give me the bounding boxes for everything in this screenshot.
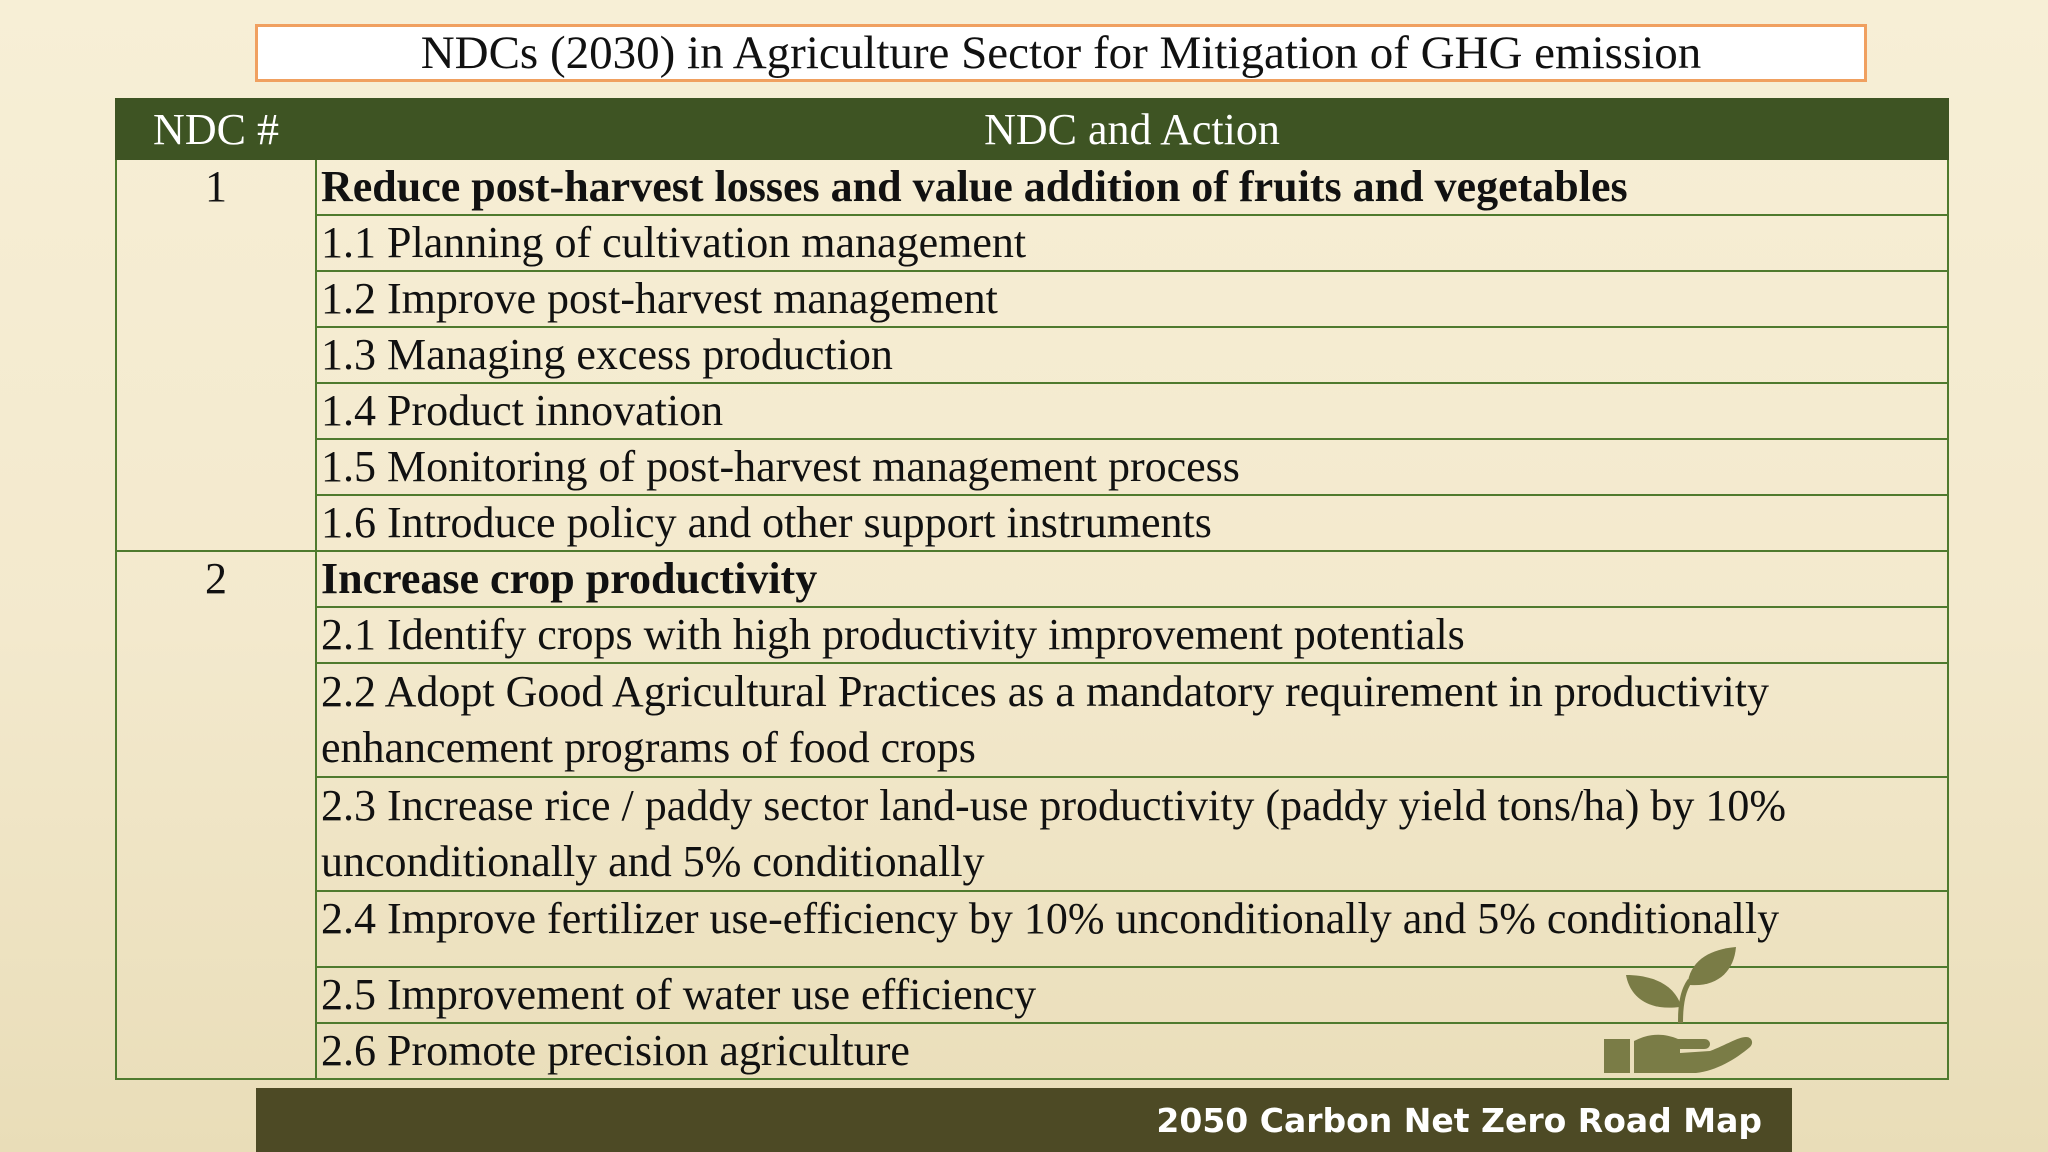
table-row: 1.2 Improve post-harvest management (116, 270, 1949, 328)
footer-label: 2050 Carbon Net Zero Road Map (1156, 1100, 1762, 1140)
table-row: 2.3 Increase rice / paddy sector land-us… (116, 776, 1949, 892)
ndc-heading-1: Reduce post-harvest losses and value add… (315, 158, 1949, 216)
table-row: 1.1 Planning of cultivation management (116, 214, 1949, 272)
action-2-3: 2.3 Increase rice / paddy sector land-us… (315, 776, 1949, 892)
table-row: 1.4 Product innovation (116, 382, 1949, 440)
ndc-number-2: 2 (115, 550, 317, 1080)
table-row: 2.1 Identify crops with high productivit… (116, 606, 1949, 664)
action-2-5: 2.5 Improvement of water use efficiency (315, 966, 1949, 1024)
table-row: 1.5 Monitoring of post-harvest managemen… (116, 438, 1949, 496)
ndc-number-1: 1 (115, 158, 317, 552)
ndc-table: NDC # NDC and Action 1 Reduce post-harve… (115, 98, 1949, 1080)
hand-sprout-icon (1604, 947, 1753, 1073)
action-1-4: 1.4 Product innovation (315, 382, 1949, 440)
footer-bar: 2050 Carbon Net Zero Road Map (256, 1088, 1792, 1152)
action-1-3: 1.3 Managing excess production (315, 326, 1949, 384)
action-2-4: 2.4 Improve fertilizer use-efficiency by… (315, 890, 1949, 968)
table-row: 1.6 Introduce policy and other support i… (116, 494, 1949, 552)
header-ndc-action: NDC and Action (315, 98, 1949, 160)
header-ndc-number: NDC # (115, 98, 317, 160)
ndc-heading-2: Increase crop productivity (315, 550, 1949, 608)
action-1-6: 1.6 Introduce policy and other support i… (315, 494, 1949, 552)
slide-title: NDCs (2030) in Agriculture Sector for Mi… (255, 24, 1867, 82)
table-row: 2.5 Improvement of water use efficiency (116, 966, 1949, 1024)
action-1-2: 1.2 Improve post-harvest management (315, 270, 1949, 328)
action-2-1: 2.1 Identify crops with high productivit… (315, 606, 1949, 664)
table-row: 2.2 Adopt Good Agricultural Practices as… (116, 662, 1949, 778)
table-row: 2 Increase crop productivity (115, 550, 1949, 1080)
table-row: 1 Reduce post-harvest losses and value a… (115, 158, 1949, 552)
action-1-1: 1.1 Planning of cultivation management (315, 214, 1949, 272)
table-row: 1.3 Managing excess production (116, 326, 1949, 384)
action-1-5: 1.5 Monitoring of post-harvest managemen… (315, 438, 1949, 496)
table-row: 2.4 Improve fertilizer use-efficiency by… (116, 890, 1949, 968)
table-header-row: NDC # NDC and Action (115, 98, 1949, 160)
action-2-2: 2.2 Adopt Good Agricultural Practices as… (315, 662, 1949, 778)
